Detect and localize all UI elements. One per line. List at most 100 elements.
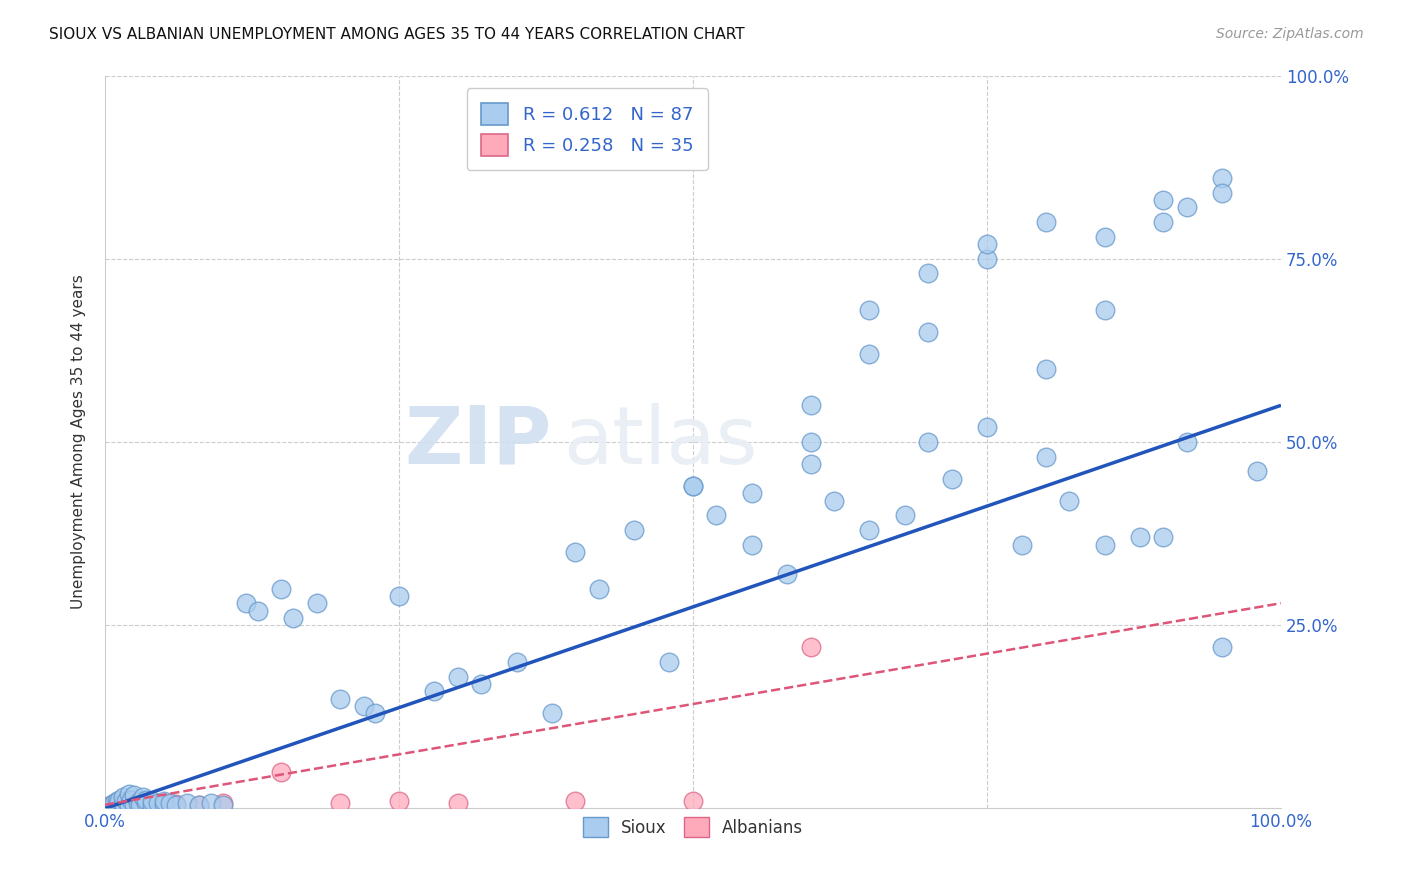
Point <box>917 434 939 449</box>
Point <box>124 797 146 812</box>
Point <box>917 267 939 281</box>
Point <box>127 797 149 811</box>
Point <box>120 797 142 811</box>
Point <box>1211 171 1233 186</box>
Point <box>564 794 586 808</box>
Point <box>103 797 125 811</box>
Point <box>1246 464 1268 478</box>
Point <box>353 698 375 713</box>
Point <box>152 796 174 810</box>
Point <box>1175 201 1198 215</box>
Point <box>188 797 211 812</box>
Point <box>858 347 880 361</box>
Point <box>129 796 152 810</box>
Point <box>329 796 352 810</box>
Point <box>270 582 292 596</box>
Text: atlas: atlas <box>564 403 758 481</box>
Point <box>111 798 134 813</box>
Point <box>135 797 157 811</box>
Point <box>115 797 138 812</box>
Point <box>388 794 411 808</box>
Point <box>129 797 152 812</box>
Point <box>1211 186 1233 200</box>
Point <box>165 797 187 811</box>
Point <box>111 790 134 805</box>
Point <box>152 797 174 812</box>
Point <box>505 655 527 669</box>
Point <box>105 798 128 813</box>
Text: Source: ZipAtlas.com: Source: ZipAtlas.com <box>1216 27 1364 41</box>
Point <box>100 797 122 812</box>
Point <box>281 611 304 625</box>
Point <box>1035 215 1057 229</box>
Point <box>124 789 146 803</box>
Point <box>211 797 233 812</box>
Legend: Sioux, Albanians: Sioux, Albanians <box>576 811 810 844</box>
Point <box>976 420 998 434</box>
Point <box>159 796 181 810</box>
Point <box>541 706 564 721</box>
Point <box>105 796 128 810</box>
Point <box>623 523 645 537</box>
Point <box>108 797 131 812</box>
Point <box>941 472 963 486</box>
Point <box>1175 434 1198 449</box>
Point <box>800 640 823 655</box>
Point <box>101 798 124 813</box>
Point <box>1011 538 1033 552</box>
Point <box>1035 361 1057 376</box>
Point <box>447 796 470 810</box>
Point <box>447 669 470 683</box>
Point <box>682 479 704 493</box>
Text: ZIP: ZIP <box>405 403 553 481</box>
Point <box>124 794 146 808</box>
Point <box>120 792 142 806</box>
Point <box>1094 229 1116 244</box>
Point <box>1035 450 1057 464</box>
Point <box>124 797 146 812</box>
Point <box>117 796 139 810</box>
Point <box>1211 640 1233 655</box>
Point <box>1152 215 1174 229</box>
Point <box>858 523 880 537</box>
Point <box>117 787 139 801</box>
Point <box>135 796 157 810</box>
Point <box>105 797 128 812</box>
Point <box>329 691 352 706</box>
Point <box>104 797 127 812</box>
Point <box>682 479 704 493</box>
Point <box>165 797 187 812</box>
Point <box>305 596 328 610</box>
Point <box>741 538 763 552</box>
Point <box>388 589 411 603</box>
Point <box>682 794 704 808</box>
Point <box>800 457 823 471</box>
Point <box>235 596 257 610</box>
Point <box>706 508 728 523</box>
Point <box>800 434 823 449</box>
Point <box>976 252 998 266</box>
Text: SIOUX VS ALBANIAN UNEMPLOYMENT AMONG AGES 35 TO 44 YEARS CORRELATION CHART: SIOUX VS ALBANIAN UNEMPLOYMENT AMONG AGE… <box>49 27 745 42</box>
Point <box>115 794 138 808</box>
Point <box>1129 530 1152 544</box>
Point <box>129 794 152 808</box>
Point <box>364 706 387 721</box>
Point <box>135 792 157 806</box>
Point <box>100 797 122 812</box>
Point <box>246 603 269 617</box>
Point <box>131 790 153 805</box>
Point <box>152 794 174 808</box>
Point <box>127 796 149 810</box>
Point <box>776 566 799 581</box>
Point <box>117 798 139 813</box>
Point <box>1094 538 1116 552</box>
Point <box>976 237 998 252</box>
Point <box>200 796 222 810</box>
Point <box>146 796 169 810</box>
Point <box>741 486 763 500</box>
Point <box>120 796 142 810</box>
Point <box>1152 193 1174 207</box>
Point <box>858 303 880 318</box>
Point <box>893 508 915 523</box>
Point <box>588 582 610 596</box>
